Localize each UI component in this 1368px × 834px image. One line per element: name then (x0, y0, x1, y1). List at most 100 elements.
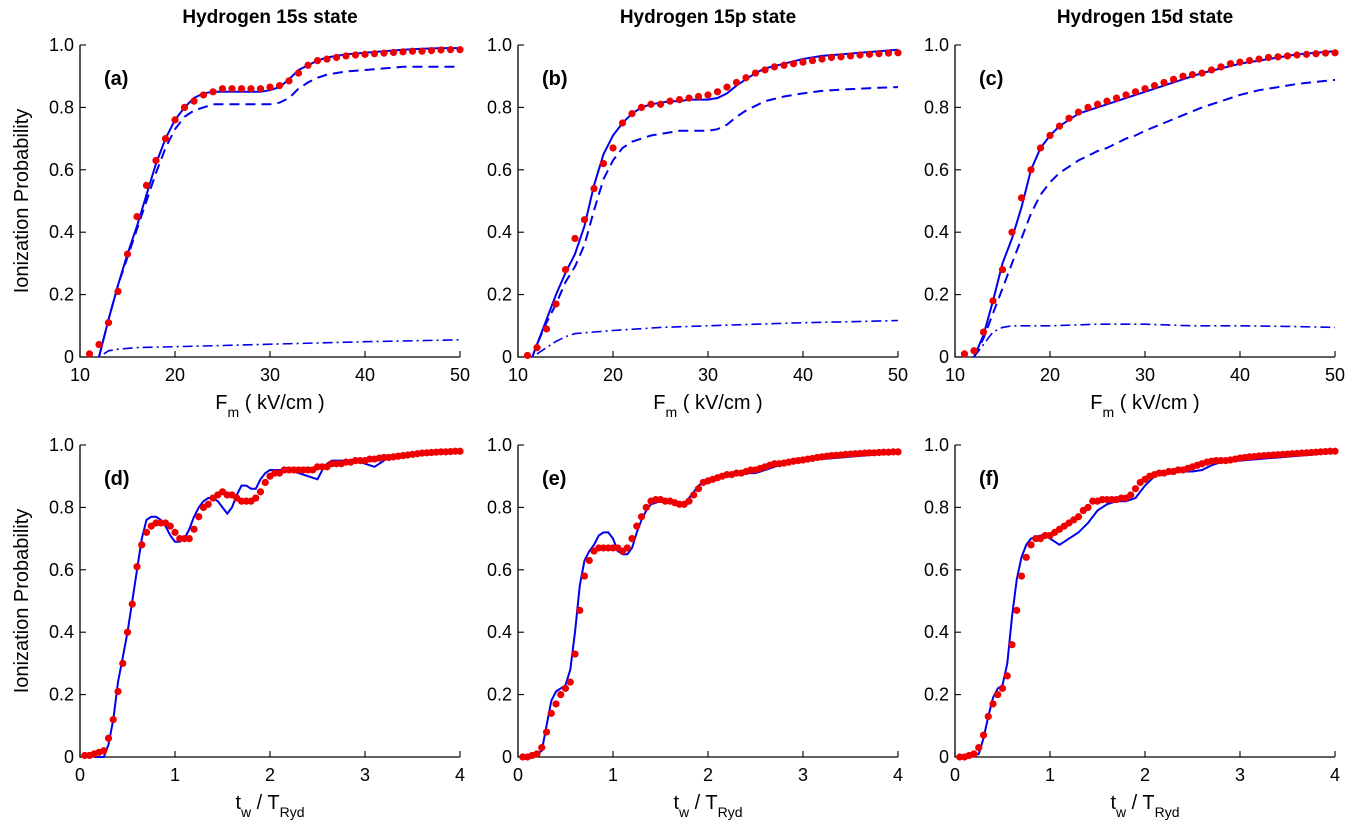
data-point (566, 678, 574, 686)
x-label-sub: w (678, 804, 690, 820)
data-point (361, 50, 369, 58)
data-point (138, 541, 146, 549)
y-tick-label: 0.2 (924, 685, 949, 705)
x-label-rest: ( kV/cm ) (677, 392, 763, 414)
data-point (185, 535, 193, 543)
x-tick-label: 0 (75, 765, 85, 785)
y-tick-label: 0.4 (924, 222, 949, 242)
y-tick-label: 0 (502, 347, 512, 367)
panel-2: 10 20 30 40 50 0 0.2 0.4 0.6 0.8 1.0 Hydrogen 15d s… (924, 7, 1345, 420)
x-tick-label: 20 (603, 365, 623, 385)
y-tick-label: 0.2 (487, 685, 512, 705)
x-tick-label: 40 (355, 365, 375, 385)
data-point (218, 85, 227, 93)
x-tick-label: 10 (508, 365, 528, 385)
data-point (628, 110, 636, 118)
data-point (256, 488, 265, 496)
x-label-sub: w (240, 804, 252, 820)
panel-label: (f) (979, 468, 999, 490)
panel-label: (a) (104, 68, 128, 90)
x-label-sub: m (1103, 404, 1115, 420)
data-point (1245, 57, 1254, 65)
x-tick-label: 20 (1040, 365, 1060, 385)
data-point (542, 325, 551, 333)
y-tick-label: 0.6 (924, 160, 949, 180)
data-point (152, 156, 160, 165)
x-label-main: F (215, 392, 227, 414)
data-point (894, 49, 902, 57)
data-point (599, 159, 608, 168)
x-label-rest: ( kV/cm ) (1114, 392, 1200, 414)
x-tick-label: 2 (703, 765, 713, 785)
series-dots (519, 448, 902, 761)
data-point (894, 448, 902, 456)
y-tick-label: 0 (939, 747, 949, 767)
data-point (171, 116, 179, 124)
data-point (1321, 49, 1330, 57)
data-point (456, 46, 464, 54)
data-point (190, 97, 198, 105)
y-tick-label: 0.8 (487, 97, 512, 117)
x-axis-label: tw / TRyd (673, 792, 742, 820)
data-point (1022, 553, 1030, 561)
data-point (275, 81, 284, 90)
data-point (723, 83, 731, 91)
y-tick-label: 0.6 (487, 560, 512, 580)
data-point (628, 535, 636, 543)
data-point (1255, 55, 1263, 63)
data-point (975, 744, 983, 752)
data-point (252, 494, 260, 502)
data-point (1207, 66, 1216, 74)
x-label-sub2: Ryd (718, 804, 743, 820)
x-tick-label: 4 (455, 765, 465, 785)
x-tick-label: 4 (1330, 765, 1340, 785)
x-tick-label: 30 (698, 365, 718, 385)
data-point (142, 181, 151, 189)
data-point (1312, 50, 1320, 58)
data-point (1074, 513, 1083, 521)
x-label-main: t (1110, 792, 1116, 814)
data-point (1274, 53, 1282, 61)
data-point (114, 287, 122, 296)
series-line-dashdot (973, 323, 1336, 358)
data-point (1008, 228, 1016, 236)
series-dots (956, 447, 1339, 761)
data-point (970, 347, 978, 355)
data-point (633, 522, 641, 530)
data-point (1013, 606, 1021, 614)
data-point (884, 49, 893, 57)
data-point (161, 135, 170, 143)
x-tick-label: 50 (888, 365, 908, 385)
data-point (247, 85, 255, 93)
data-point (1017, 194, 1026, 202)
panel-4: 0 1 2 3 4 0 0.2 0.4 0.6 0.8 1.0 (e) tw / TRyd (487, 435, 903, 820)
series-line-solid (531, 451, 899, 758)
data-point (585, 556, 593, 565)
data-point (313, 57, 322, 65)
data-point (1188, 71, 1197, 79)
series-dots (960, 49, 1339, 358)
data-point (1131, 88, 1140, 96)
data-point (1302, 50, 1311, 58)
y-tick-label: 0.6 (487, 160, 512, 180)
data-point (998, 684, 1007, 692)
panel-label: (d) (104, 468, 130, 490)
y-tick-label: 0.4 (487, 622, 512, 642)
data-point (1027, 166, 1035, 174)
y-tick-label: 0.8 (487, 497, 512, 517)
data-point (1074, 108, 1083, 116)
data-point (427, 47, 436, 55)
data-point (204, 500, 212, 508)
data-point (704, 91, 712, 99)
series-line-dashdot (536, 319, 899, 355)
x-tick-label: 3 (1235, 765, 1245, 785)
y-tick-label: 0.4 (487, 222, 512, 242)
panel-0: 10 20 30 40 50 0 0.2 0.4 0.6 0.8 1.0 Hydrogen 15s s… (11, 7, 470, 420)
data-point (1036, 144, 1045, 152)
x-label-rest: / T (689, 792, 718, 814)
x-label-sub: w (1115, 804, 1127, 820)
panel-3: 0 1 2 3 4 0 0.2 0.4 0.6 0.8 1.0 (d) Ionization Proba… (11, 435, 465, 820)
y-tick-label: 0.8 (49, 497, 74, 517)
data-point (1046, 131, 1054, 140)
data-point (304, 61, 312, 69)
